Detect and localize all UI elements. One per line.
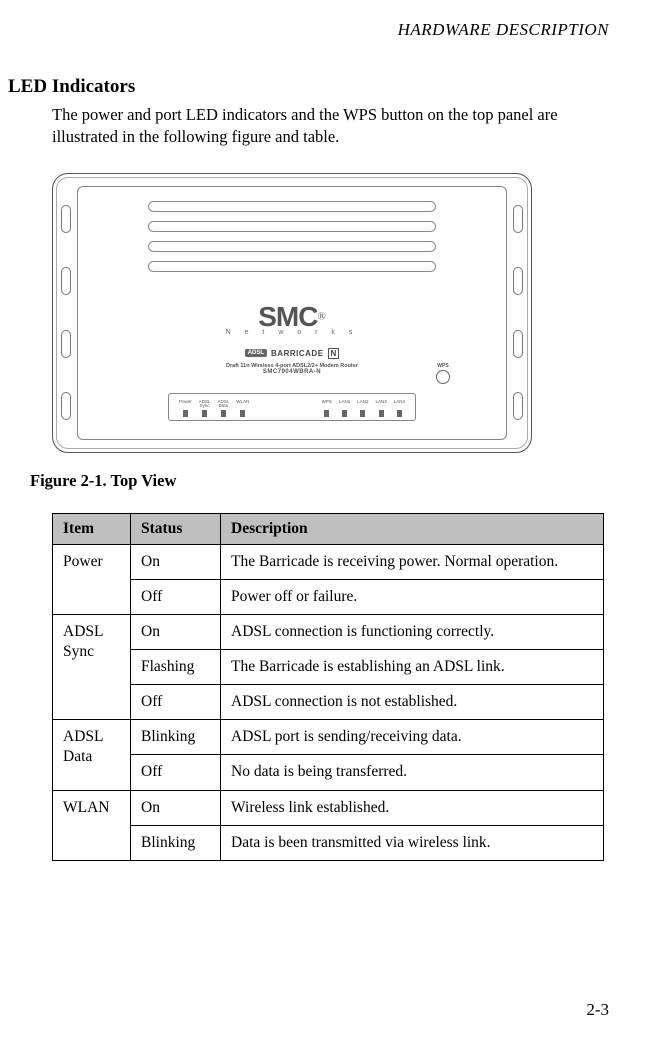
led-strip: Power ADSLSync ADSLData WLAN WPS LAN1 LAN2 LAN…	[168, 393, 416, 421]
th-description: Description	[221, 513, 604, 544]
td-description: ADSL port is sending/receiving data.	[221, 720, 604, 755]
td-description: ADSL connection is not established.	[221, 685, 604, 720]
led-indicator: LAN2	[357, 400, 368, 417]
side-notches-left	[59, 188, 73, 438]
td-description: Data is been transmitted via wireless li…	[221, 825, 604, 860]
table-row: OffPower off or failure.	[53, 579, 604, 614]
td-description: The Barricade is receiving power. Normal…	[221, 544, 604, 579]
led-dot-icon	[202, 410, 207, 417]
led-indicator: ADSLData	[218, 400, 230, 417]
td-status: Flashing	[131, 649, 221, 684]
led-label: WPS	[322, 400, 332, 409]
wps-button: WPS	[436, 363, 450, 384]
led-dot-icon	[397, 410, 402, 417]
td-item: ADSL Data	[53, 720, 131, 790]
led-dot-icon	[221, 410, 226, 417]
section-title: LED Indicators	[8, 76, 609, 98]
logo-sub: N e t w o r k s	[78, 329, 506, 336]
adsl-tag: ADSL	[245, 349, 267, 357]
td-description: Power off or failure.	[221, 579, 604, 614]
side-notches-right	[511, 188, 525, 438]
td-description: Wireless link established.	[221, 790, 604, 825]
td-status: Off	[131, 685, 221, 720]
td-description: No data is being transferred.	[221, 755, 604, 790]
barricade-row: ADSL BARRICADE N	[78, 348, 506, 359]
led-dot-icon	[240, 410, 245, 417]
led-label: ADSLData	[218, 400, 230, 409]
led-label: LAN1	[339, 400, 350, 409]
td-description: The Barricade is establishing an ADSL li…	[221, 649, 604, 684]
wps-label: WPS	[437, 363, 448, 369]
led-indicator: LAN4	[394, 400, 405, 417]
led-indicator: Power	[179, 400, 192, 417]
table-row: FlashingThe Barricade is establishing an…	[53, 649, 604, 684]
section-body: The power and port LED indicators and th…	[52, 104, 609, 149]
led-label: LAN4	[394, 400, 405, 409]
table-row: BlinkingData is been transmitted via wir…	[53, 825, 604, 860]
led-dot-icon	[183, 410, 188, 417]
td-item: Power	[53, 544, 131, 614]
td-status: Off	[131, 579, 221, 614]
chapter-header: HARDWARE DESCRIPTION	[30, 20, 609, 40]
led-indicator: WLAN	[236, 400, 249, 417]
table-row: WLANOnWireless link established.	[53, 790, 604, 825]
led-indicator: WPS	[322, 400, 332, 417]
td-status: On	[131, 544, 221, 579]
led-group-right: WPS LAN1 LAN2 LAN3 LAN4	[322, 400, 405, 417]
td-status: On	[131, 790, 221, 825]
td-description: ADSL connection is functioning correctly…	[221, 614, 604, 649]
led-indicator: ADSLSync	[199, 400, 211, 417]
wps-circle-icon	[436, 370, 450, 384]
vents	[148, 201, 436, 272]
led-label: Power	[179, 400, 192, 409]
led-table: Item Status Description PowerOnThe Barri…	[52, 513, 604, 861]
th-item: Item	[53, 513, 131, 544]
table-row: OffADSL connection is not established.	[53, 685, 604, 720]
led-dot-icon	[324, 410, 329, 417]
device-outer: SMC® N e t w o r k s ADSL BARRICADE N Dr…	[52, 173, 532, 453]
table-row: PowerOnThe Barricade is receiving power.…	[53, 544, 604, 579]
table-header-row: Item Status Description	[53, 513, 604, 544]
td-item: ADSL Sync	[53, 614, 131, 719]
led-dot-icon	[342, 410, 347, 417]
led-indicator: LAN1	[339, 400, 350, 417]
led-dot-icon	[360, 410, 365, 417]
logo-reg: ®	[317, 310, 325, 322]
td-item: WLAN	[53, 790, 131, 860]
led-label: LAN3	[375, 400, 386, 409]
device-inner: SMC® N e t w o r k s ADSL BARRICADE N Dr…	[77, 186, 507, 440]
n-badge: N	[328, 348, 340, 359]
led-indicator: LAN3	[375, 400, 386, 417]
td-status: Blinking	[131, 720, 221, 755]
logo-main: SMC	[258, 301, 317, 332]
led-label: LAN2	[357, 400, 368, 409]
barricade-text: BARRICADE	[271, 349, 324, 358]
td-status: On	[131, 614, 221, 649]
th-status: Status	[131, 513, 221, 544]
table-row: ADSL SyncOnADSL connection is functionin…	[53, 614, 604, 649]
led-label: ADSLSync	[199, 400, 211, 409]
led-label: WLAN	[236, 400, 249, 409]
device-figure: SMC® N e t w o r k s ADSL BARRICADE N Dr…	[52, 173, 609, 453]
page-number: 2-3	[586, 1000, 609, 1020]
td-status: Blinking	[131, 825, 221, 860]
table-row: ADSL DataBlinkingADSL port is sending/re…	[53, 720, 604, 755]
figure-caption: Figure 2-1. Top View	[30, 471, 609, 491]
led-dot-icon	[379, 410, 384, 417]
table-row: OffNo data is being transferred.	[53, 755, 604, 790]
td-status: Off	[131, 755, 221, 790]
led-group-left: Power ADSLSync ADSLData WLAN	[179, 400, 249, 417]
